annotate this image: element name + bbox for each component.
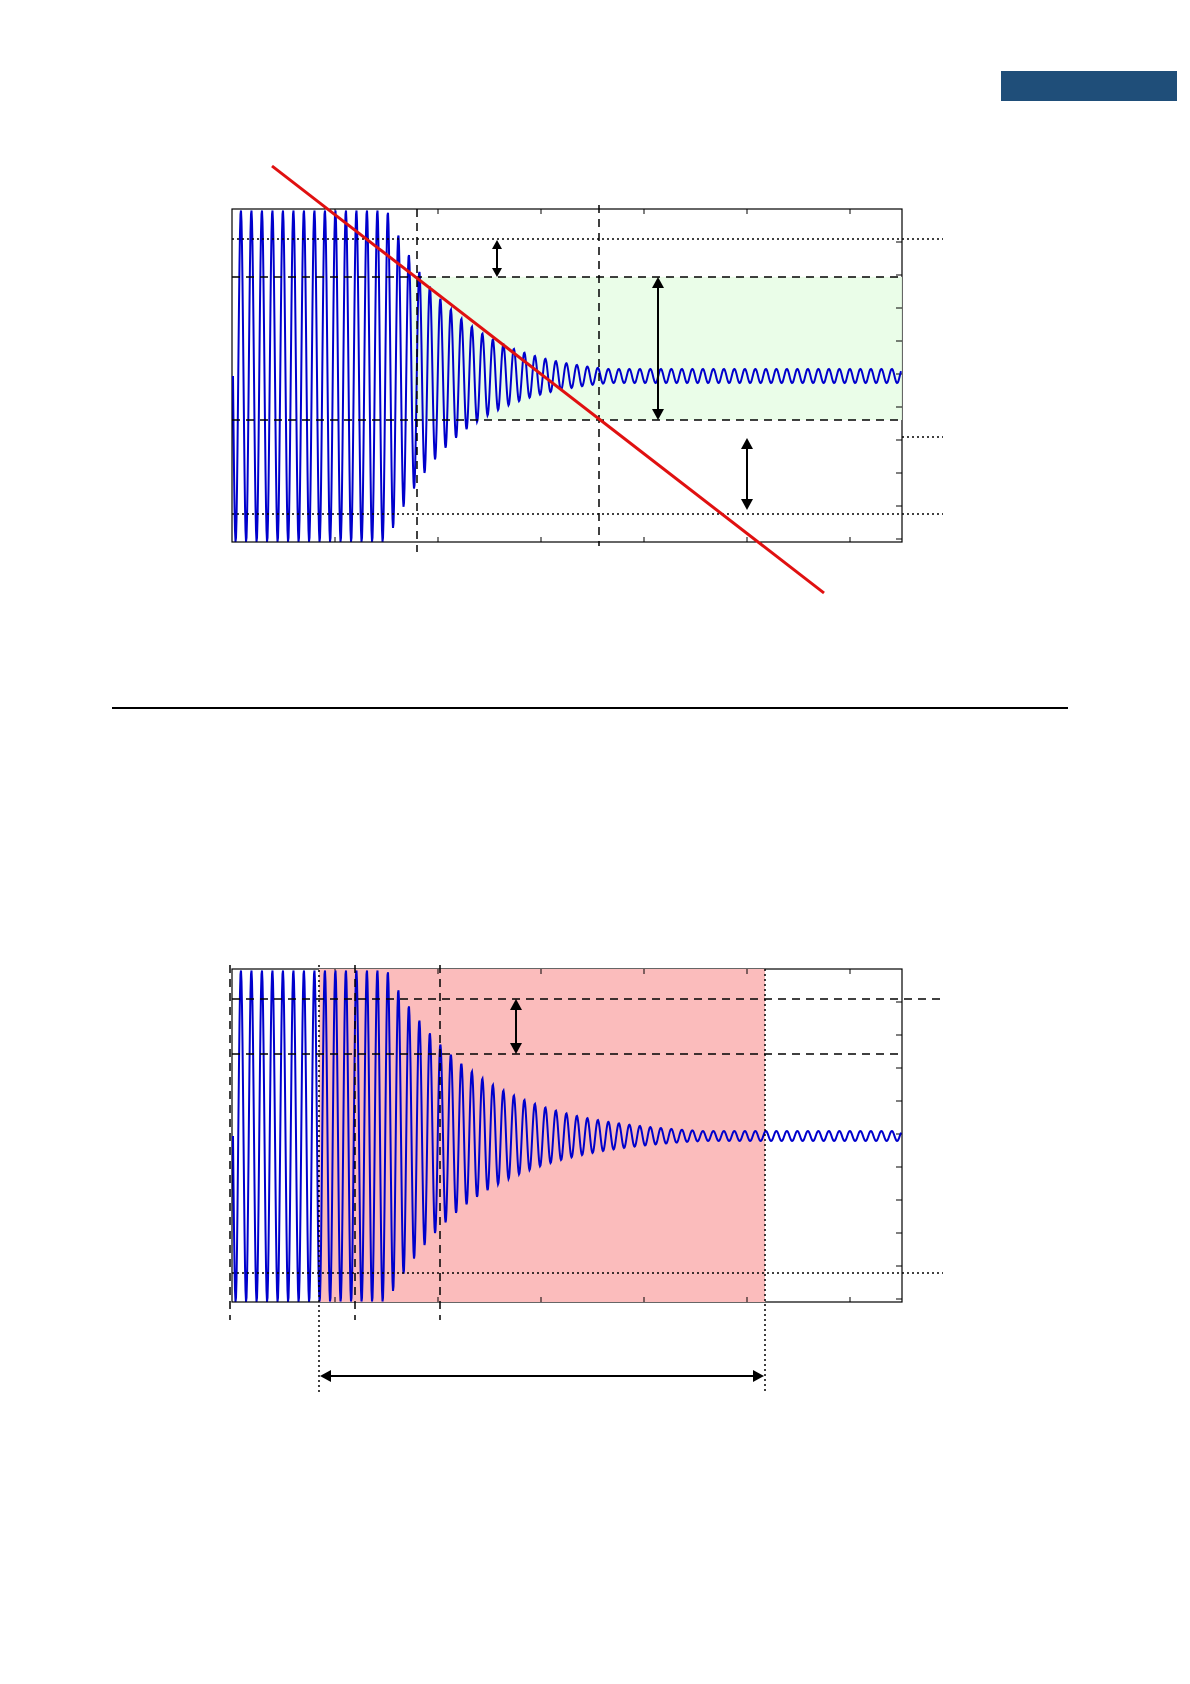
lower-guide-lines bbox=[229, 965, 943, 1394]
upper-arrows bbox=[492, 240, 753, 510]
band-height-arrow-head-top bbox=[652, 277, 664, 288]
lower-plot-frame bbox=[231, 968, 903, 1303]
upper-decay-diagram bbox=[231, 164, 943, 595]
overshoot-arrow-head-bottom bbox=[510, 1043, 522, 1054]
upper-guide-lines bbox=[232, 205, 943, 552]
decay-tangent-line bbox=[271, 164, 825, 595]
lower-arrows bbox=[320, 999, 764, 1382]
band-height-arrow-head-bottom bbox=[652, 409, 664, 420]
lower-gap-arrow-head-bottom bbox=[741, 499, 753, 510]
lower-axis-ticks bbox=[334, 969, 902, 1302]
small-gap-arrow-head-top bbox=[492, 240, 502, 249]
small-gap-arrow-head-bottom bbox=[492, 268, 502, 277]
window-width-arrow-head-right bbox=[753, 1370, 764, 1382]
lower-gap-arrow-head-top bbox=[741, 438, 753, 449]
settling-window bbox=[319, 969, 765, 1302]
upper-axis-ticks bbox=[334, 209, 902, 542]
overshoot-arrow-head-top bbox=[510, 999, 522, 1010]
section-divider bbox=[112, 707, 1068, 709]
window-width-arrow-head-left bbox=[320, 1370, 331, 1382]
lower-oscillation-trace bbox=[232, 970, 902, 1302]
header-tab bbox=[1001, 71, 1177, 101]
